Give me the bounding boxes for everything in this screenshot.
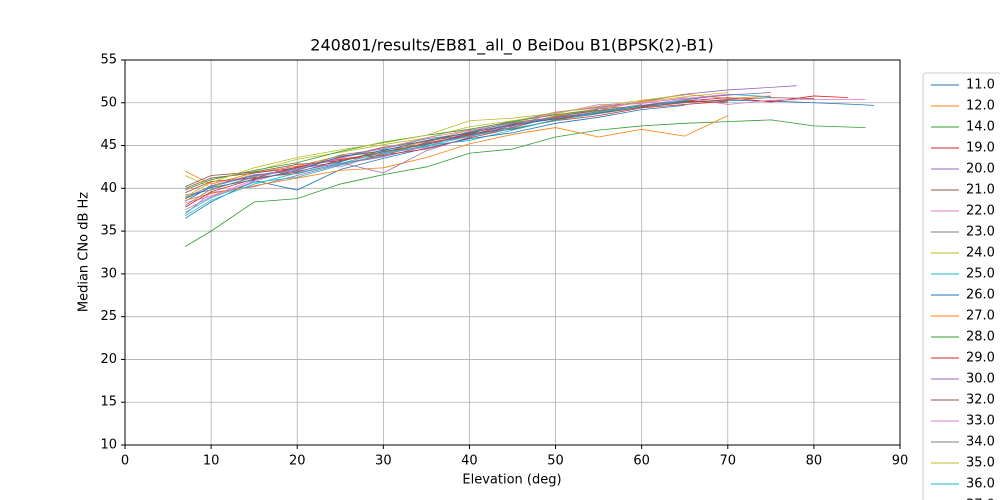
y-tick-label: 30 <box>100 266 117 281</box>
y-tick-label: 55 <box>100 53 117 68</box>
legend-label: 14.0 <box>966 120 995 135</box>
series-line <box>185 97 866 204</box>
legend-label: 37.0 <box>966 498 995 500</box>
y-tick-label: 15 <box>100 395 117 410</box>
y-axis-label: Median CNo dB Hz <box>77 192 92 312</box>
series-line <box>185 93 728 211</box>
y-tick-label: 25 <box>100 309 117 324</box>
y-tick-label: 45 <box>100 138 117 153</box>
legend-label: 34.0 <box>966 435 995 450</box>
legend-label: 35.0 <box>966 456 995 471</box>
series-line <box>185 119 866 247</box>
legend-label: 21.0 <box>966 183 995 198</box>
legend-label: 23.0 <box>966 225 995 240</box>
x-tick-label: 50 <box>547 454 564 469</box>
legend-label: 32.0 <box>966 393 995 408</box>
series-line <box>185 95 849 193</box>
y-tick-label: 40 <box>100 181 117 196</box>
legend-label: 19.0 <box>966 141 995 156</box>
x-axis-label: Elevation (deg) <box>462 473 561 488</box>
legend-box <box>922 72 1000 500</box>
y-tick-label: 35 <box>100 224 117 239</box>
series-line <box>185 115 728 201</box>
series-line <box>185 99 875 202</box>
series-line <box>185 92 771 199</box>
legend-label: 25.0 <box>966 267 995 282</box>
series-line <box>185 104 642 196</box>
y-tick-label: 10 <box>100 438 117 453</box>
legend-label: 30.0 <box>966 372 995 387</box>
x-tick-label: 60 <box>633 454 650 469</box>
chart-title: 240801/results/EB81_all_0 BeiDou B1(BPSK… <box>310 36 713 56</box>
legend-label: 12.0 <box>966 99 995 114</box>
x-tick-label: 10 <box>203 454 220 469</box>
series-line <box>185 104 685 219</box>
series-line <box>185 85 797 215</box>
series-line <box>185 100 728 208</box>
series-line <box>185 105 642 206</box>
legend-label: 33.0 <box>966 414 995 429</box>
y-tick-label: 20 <box>100 352 117 367</box>
x-tick-label: 20 <box>289 454 306 469</box>
x-tick-label: 40 <box>461 454 478 469</box>
legend-label: 27.0 <box>966 309 995 324</box>
legend-label: 20.0 <box>966 162 995 177</box>
y-tick-label: 50 <box>100 95 117 110</box>
series-line <box>185 94 685 198</box>
series-line <box>185 118 556 199</box>
x-tick-label: 80 <box>806 454 823 469</box>
legend-label: 28.0 <box>966 330 995 345</box>
x-tick-label: 90 <box>892 454 909 469</box>
x-tick-label: 70 <box>720 454 737 469</box>
legend-label: 26.0 <box>966 288 995 303</box>
x-tick-label: 0 <box>121 454 129 469</box>
legend-label: 22.0 <box>966 204 995 219</box>
x-tick-label: 30 <box>375 454 392 469</box>
plot-frame <box>124 59 901 446</box>
series-line <box>185 97 814 187</box>
legend-label: 36.0 <box>966 477 995 492</box>
legend-label: 29.0 <box>966 351 995 366</box>
series-line <box>185 105 642 217</box>
series-line <box>185 93 771 213</box>
legend-label: 24.0 <box>966 246 995 261</box>
legend-label: 11.0 <box>966 78 995 93</box>
